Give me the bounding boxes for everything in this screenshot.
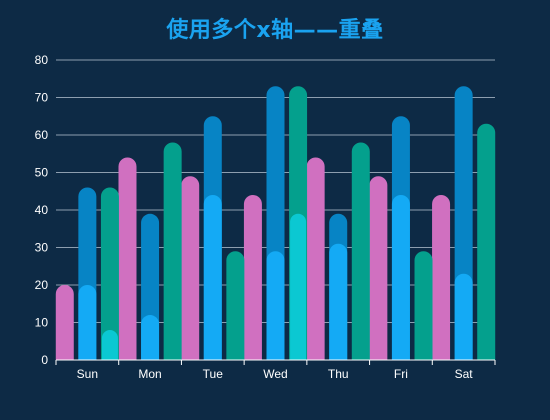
- bar-0-wed: [243, 195, 262, 360]
- bar-marks: [55, 86, 496, 360]
- y-tick-label: 80: [35, 53, 49, 67]
- x-tick-label: Sat: [455, 367, 474, 381]
- y-tick-label: 50: [35, 166, 49, 180]
- bar-0-tue: [181, 176, 200, 360]
- bar-0-sun: [55, 285, 74, 360]
- x-axis: Sun Mon Tue Wed Thu Fri Sat: [55, 359, 496, 381]
- bar-4-sun: [101, 330, 118, 360]
- x-tick-label: Wed: [263, 367, 287, 381]
- x-tick-label: Thu: [328, 367, 349, 381]
- bar-2-sun: [78, 285, 97, 360]
- chart-title: 使用多个x轴——重叠: [166, 18, 384, 43]
- bar-3-sat: [477, 123, 496, 360]
- x-tick-label: Fri: [394, 367, 408, 381]
- bar-2-tue: [203, 195, 222, 360]
- bar-2-fri: [391, 195, 410, 360]
- y-tick-label: 30: [35, 241, 49, 255]
- x-tick-label: Sun: [77, 367, 98, 381]
- bar-0-thu: [306, 157, 325, 360]
- bar-2-wed: [266, 251, 285, 360]
- y-tick-label: 0: [41, 353, 48, 367]
- bar-0-sat: [432, 195, 451, 360]
- y-tick-label: 20: [35, 278, 49, 292]
- bar-3-tue: [226, 251, 245, 360]
- bar-3-sun: [100, 187, 119, 360]
- bar-0-mon: [118, 157, 137, 360]
- y-tick-label: 70: [35, 91, 49, 105]
- bar-3-mon: [163, 142, 182, 360]
- bar-2-thu: [329, 243, 348, 360]
- x-tick-label: Mon: [138, 367, 161, 381]
- y-tick-label: 10: [35, 316, 49, 330]
- bar-3-fri: [414, 251, 433, 360]
- bar-3-thu: [351, 142, 370, 360]
- y-tick-label: 40: [35, 203, 49, 217]
- bar-2-sat: [454, 273, 473, 360]
- bar-2-mon: [141, 315, 160, 360]
- y-axis: 0 10 20 30 40 50 60 70 80: [35, 53, 49, 367]
- bar-0-fri: [369, 176, 388, 360]
- bar-4-wed: [290, 213, 307, 360]
- y-tick-label: 60: [35, 128, 49, 142]
- x-tick-label: Tue: [203, 367, 224, 381]
